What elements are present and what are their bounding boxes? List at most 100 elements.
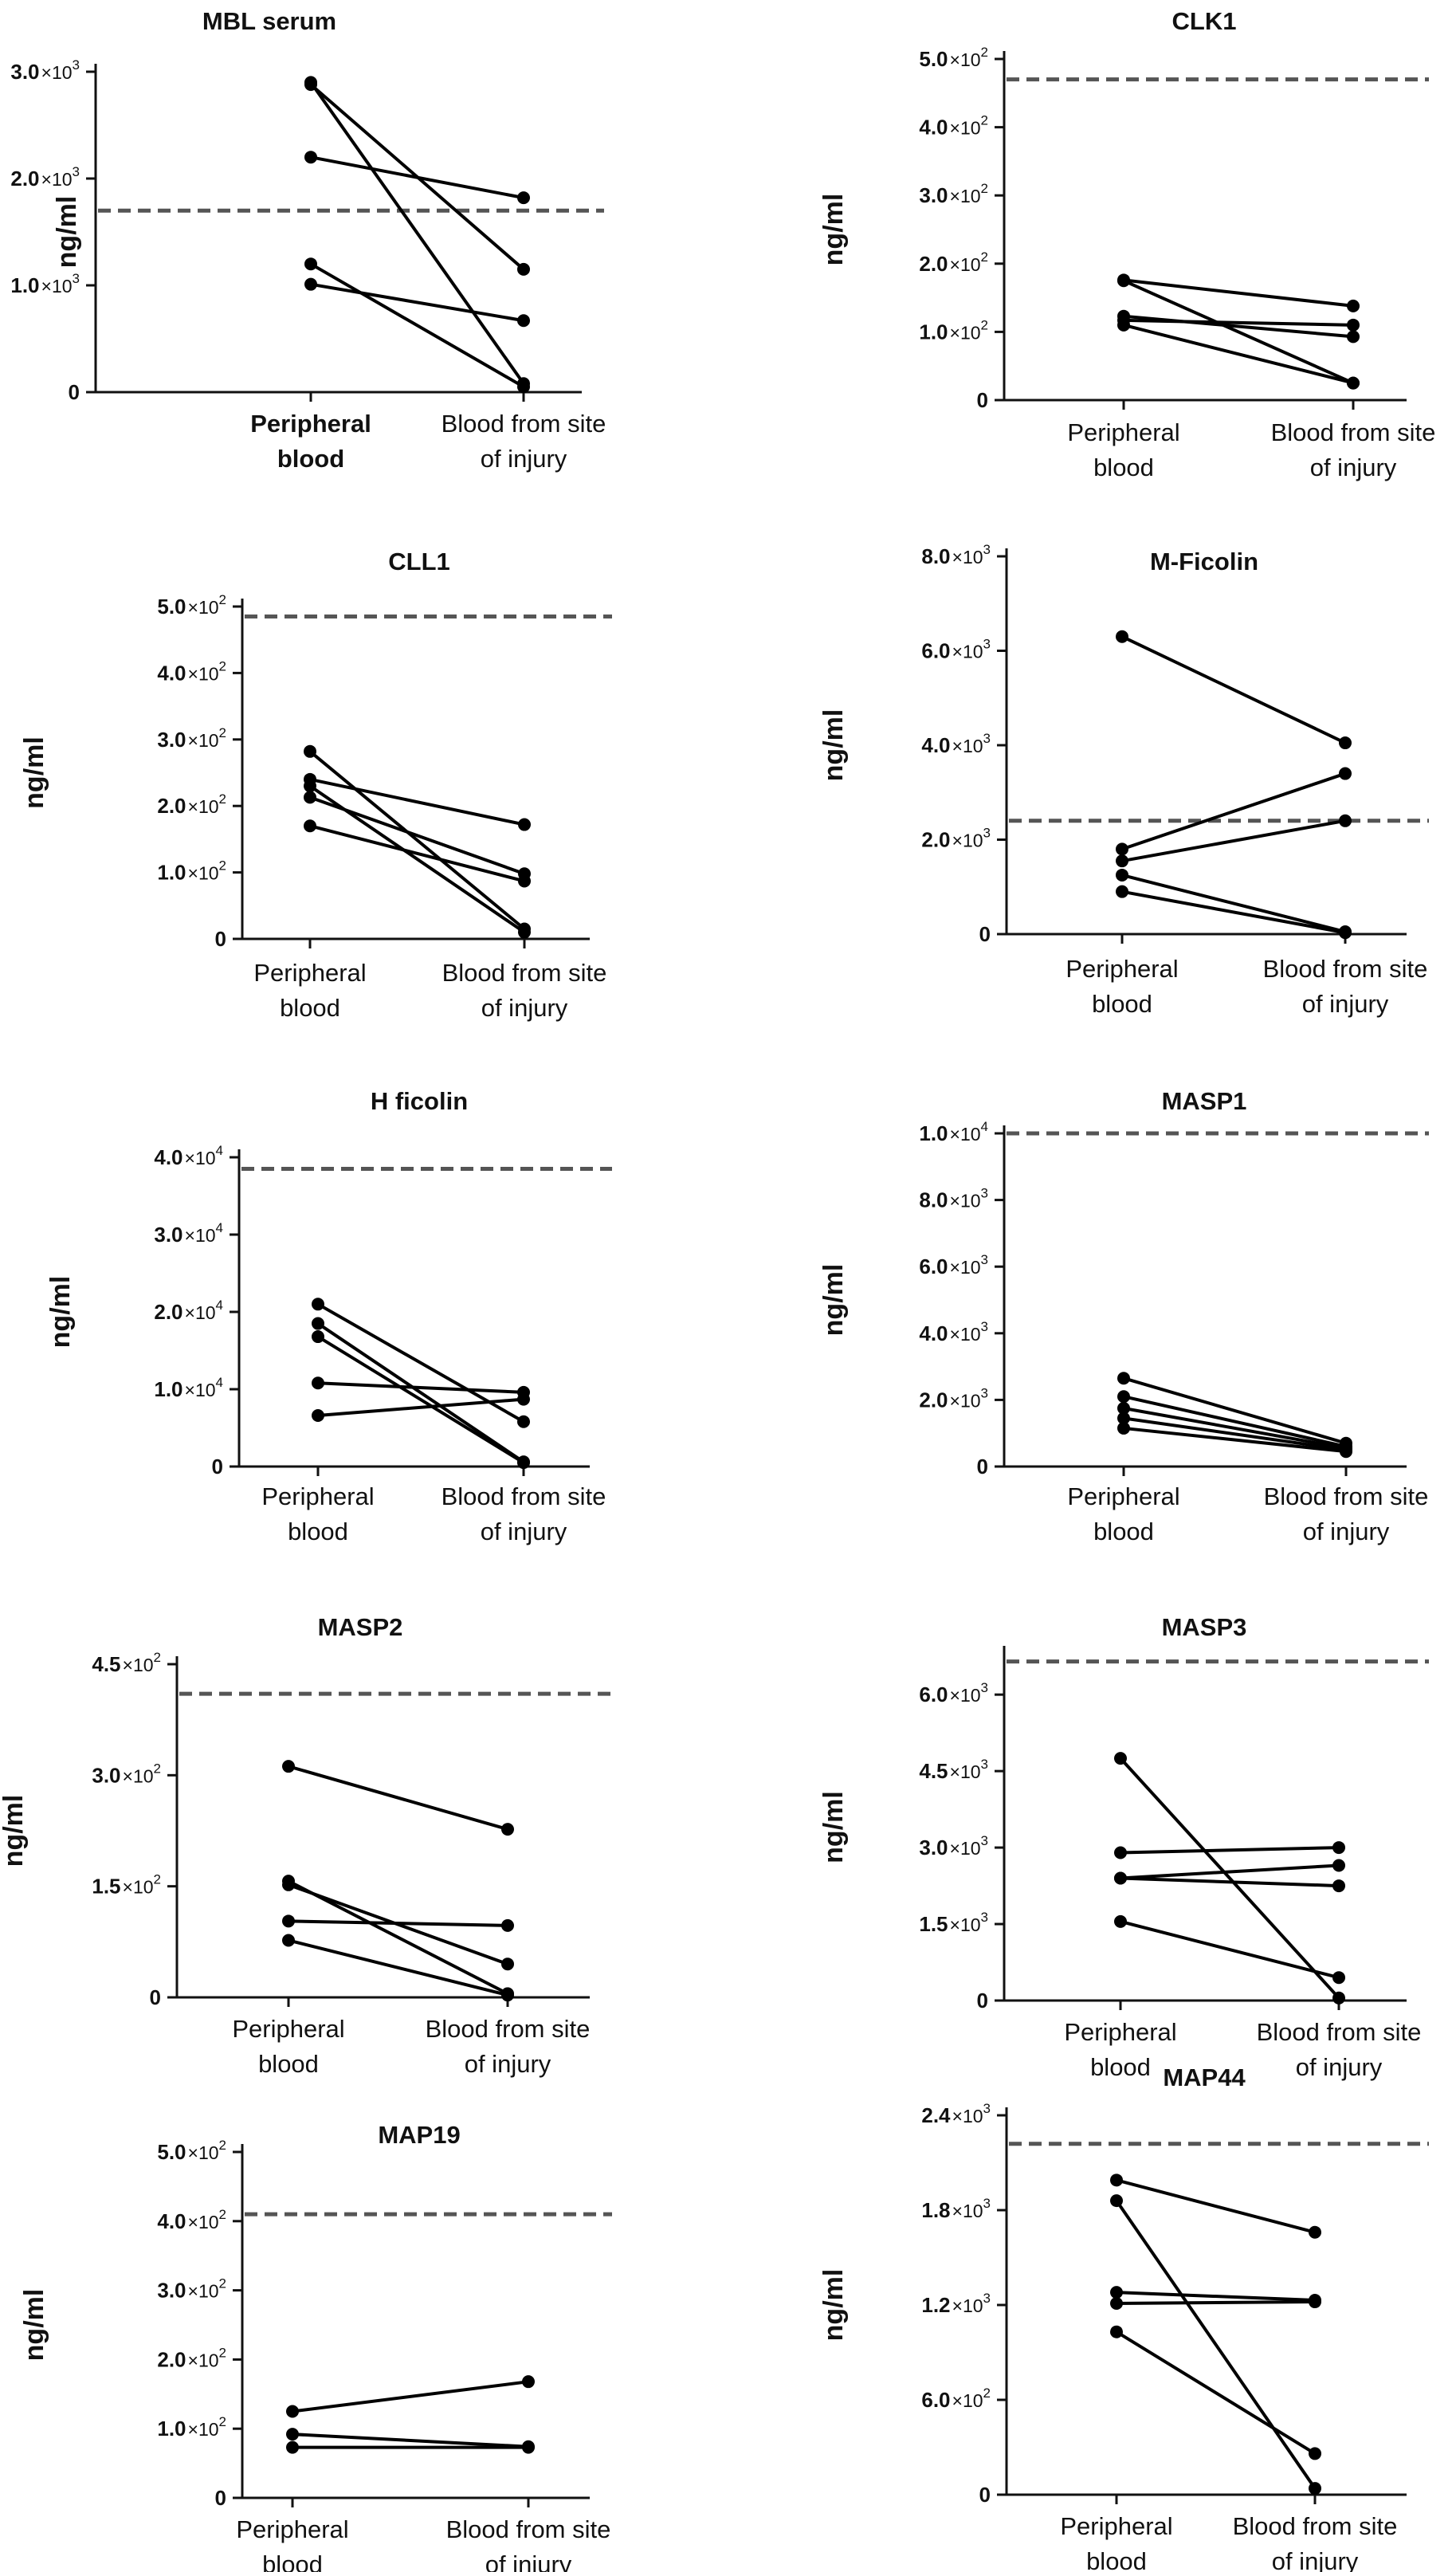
chart-title: MASP1 (1162, 1087, 1247, 1115)
y-tick-label: 6.0×103 (919, 1680, 988, 1706)
data-point (286, 2405, 299, 2418)
data-point (517, 1415, 530, 1428)
data-point (304, 819, 316, 833)
series-line (309, 795, 525, 876)
y-tick-label: 6.0×103 (921, 637, 991, 663)
series-line (288, 1919, 508, 1927)
chart-title: CLL1 (388, 548, 450, 575)
series-line (1123, 1395, 1347, 1448)
data-point (501, 1989, 514, 2002)
x-category-label: Peripheral (253, 959, 366, 987)
x-category-label: blood (258, 2050, 319, 2078)
y-tick-label: 4.0×104 (154, 1143, 223, 1169)
data-point (1116, 885, 1128, 898)
data-point (1110, 2194, 1123, 2208)
y-tick-label: 0 (979, 2483, 991, 2507)
x-category-label: blood (1093, 1518, 1154, 1545)
data-point (312, 1330, 324, 1344)
y-tick-label: 3.0×104 (154, 1220, 223, 1247)
series-line (288, 1765, 508, 1832)
data-point (1117, 1401, 1130, 1415)
chart-title: MASP3 (1162, 1613, 1247, 1641)
data-point (304, 151, 317, 164)
chart-panel-7: MASP2 ng/ml 0 1.5×102 3.0×102 4.5×102 Peripher… (0, 1613, 612, 2078)
data-point (1332, 1841, 1345, 1855)
x-category-label: of injury (1310, 454, 1397, 481)
data-point (1339, 814, 1352, 827)
x-category-label: Peripheral (232, 2015, 344, 2043)
y-axis-label: ng/ml (818, 2269, 849, 2342)
y-tick-label: 2.0×103 (10, 164, 80, 190)
data-point (1332, 1971, 1345, 1985)
series-line (1121, 772, 1346, 851)
y-tick-label: 0 (215, 2486, 226, 2510)
y-tick-label: 0 (212, 1455, 223, 1478)
x-category-label: Peripheral (261, 1482, 374, 1510)
series-line (1120, 1846, 1340, 1855)
y-tick-label: 0 (977, 1455, 988, 1478)
y-tick-label: 1.0×102 (157, 2414, 226, 2440)
y-axis-label: ng/ml (818, 1264, 849, 1337)
y-tick-label: 2.0×104 (154, 1298, 223, 1324)
chart-title: MAP44 (1163, 2063, 1246, 2091)
series-line (288, 1879, 508, 1996)
data-point (1110, 2286, 1123, 2299)
series-line (1120, 1876, 1340, 1888)
x-category-label: blood (288, 1518, 348, 1545)
data-point (1116, 868, 1128, 882)
data-point (517, 314, 530, 328)
data-point (1114, 1846, 1127, 1859)
x-category-label: of injury (1296, 2053, 1383, 2081)
y-tick-label: 1.0×104 (154, 1375, 223, 1401)
x-category-label: Blood from site (442, 959, 607, 987)
series-line (1121, 889, 1346, 935)
chart-panel-6: MASP1 ng/ml 0 2.0×103 4.0×103 6.0×103 8.0×103 1… (818, 1087, 1429, 1545)
chart-title: MASP2 (318, 1613, 403, 1641)
data-point (1116, 854, 1128, 868)
y-tick-label: 2.0×102 (157, 791, 226, 818)
x-category-label: blood (1090, 2053, 1151, 2081)
data-point (1110, 2325, 1123, 2338)
y-tick-label: 8.0×103 (921, 542, 991, 568)
data-point (1309, 2295, 1321, 2309)
y-tick-label: 6.0×102 (921, 2385, 991, 2412)
data-point (1309, 2225, 1321, 2239)
series-line (1115, 2199, 1317, 2490)
series-line (1123, 278, 1354, 308)
data-point (304, 779, 316, 793)
x-category-label: Peripheral (236, 2515, 348, 2543)
chart-title: MBL serum (202, 7, 336, 35)
x-category-label: Blood from site (1263, 955, 1428, 983)
x-category-label: of injury (481, 445, 567, 473)
y-tick-label: 3.0×102 (157, 725, 226, 752)
y-tick-label: 5.0×102 (157, 592, 226, 618)
chart-title: MAP19 (378, 2121, 460, 2149)
data-point (1340, 1445, 1352, 1459)
chart-title: CLK1 (1172, 7, 1237, 35)
y-tick-label: 0 (69, 380, 80, 404)
series-line (308, 750, 526, 931)
series-line (1119, 1757, 1340, 2000)
y-tick-label: 0 (977, 1989, 988, 2012)
series-line (317, 1397, 524, 1417)
y-tick-label: 4.0×103 (919, 1319, 988, 1345)
series-line (1116, 2291, 1316, 2303)
chart-panel-4: M-Ficolin ng/ml 0 2.0×103 4.0×103 6.0×103 8.0×… (818, 542, 1429, 1018)
y-tick-label: 1.0×102 (919, 317, 988, 344)
chart-title: H ficolin (371, 1087, 468, 1115)
data-point (517, 191, 530, 205)
data-point (1114, 1871, 1127, 1885)
data-point (518, 925, 531, 939)
data-point (517, 1392, 530, 1406)
y-axis-label: ng/ml (19, 736, 49, 809)
y-tick-label: 1.5×102 (92, 1872, 161, 1899)
data-point (1117, 1421, 1130, 1435)
y-tick-label: 2.0×103 (921, 826, 991, 852)
series-line (309, 81, 525, 385)
data-point (282, 1760, 295, 1773)
series-line (310, 282, 524, 323)
chart-panel-8: MASP3 ng/ml 0 1.5×103 3.0×103 4.5×103 6.0×103 P… (818, 1613, 1429, 2081)
y-tick-label: 2.4×103 (921, 2101, 991, 2127)
data-point (312, 1376, 324, 1390)
